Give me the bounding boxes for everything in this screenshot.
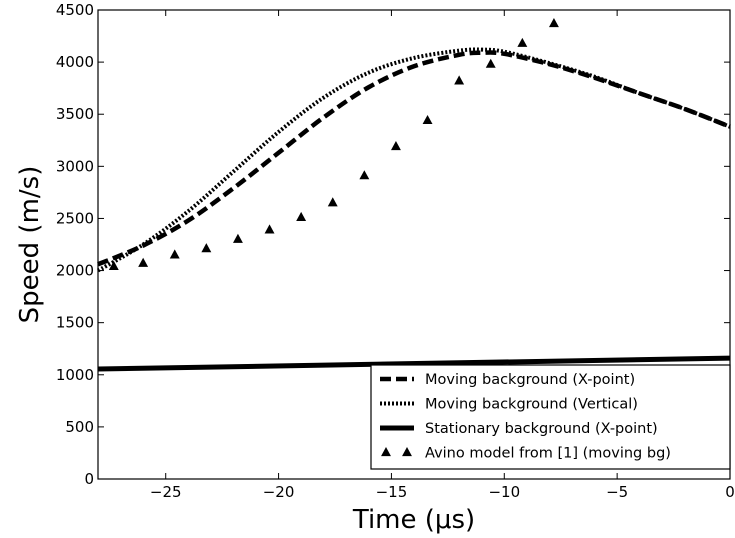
legend-label: Moving background (Vertical) bbox=[425, 397, 638, 413]
data-point-triangle bbox=[485, 58, 496, 68]
data-point-triangle bbox=[454, 75, 465, 85]
series-avino-markers bbox=[108, 18, 559, 270]
data-point-triangle bbox=[232, 233, 243, 243]
data-point-triangle bbox=[201, 243, 212, 253]
legend-label: Avino model from [1] (moving bg) bbox=[425, 446, 671, 462]
legend-marker-triangle bbox=[402, 447, 412, 457]
x-tick-label: −20 bbox=[263, 483, 295, 501]
legend-label: Moving background (X-point) bbox=[425, 372, 635, 388]
y-axis-title: Speed (m/s) bbox=[15, 166, 45, 324]
x-tick-label: −25 bbox=[150, 483, 182, 501]
series-line-1 bbox=[97, 47, 731, 273]
x-tick-label: −15 bbox=[376, 483, 408, 501]
data-point-triangle bbox=[390, 141, 401, 151]
legend-entry: Moving background (Vertical) bbox=[380, 397, 638, 413]
series-layer bbox=[97, 18, 731, 372]
data-point-triangle bbox=[169, 249, 180, 259]
data-point-triangle bbox=[108, 260, 119, 270]
data-point-triangle bbox=[327, 197, 338, 207]
y-tick-label: 2000 bbox=[56, 262, 94, 280]
x-axis-title: Time (μs) bbox=[352, 505, 475, 535]
y-tick-label: 3000 bbox=[56, 157, 94, 175]
data-point-triangle bbox=[264, 224, 275, 234]
y-tick-label: 1000 bbox=[56, 366, 94, 384]
series-line-0 bbox=[97, 50, 731, 267]
y-tick-label: 4000 bbox=[56, 53, 94, 71]
legend: Moving background (X-point) Moving backgr… bbox=[370, 364, 731, 470]
data-point-triangle bbox=[548, 18, 559, 28]
legend-entry: Avino model from [1] (moving bg) bbox=[381, 446, 671, 462]
plot-area-frame bbox=[97, 9, 731, 480]
legend-marker-triangle bbox=[381, 447, 391, 457]
legend-entry: Moving background (X-point) bbox=[380, 372, 635, 388]
x-tick-label: −5 bbox=[606, 483, 628, 501]
legend-label: Stationary background (X-point) bbox=[425, 421, 658, 437]
data-point-triangle bbox=[517, 37, 528, 47]
y-tick-label: 500 bbox=[65, 418, 94, 436]
y-tick-label: 4500 bbox=[56, 1, 94, 19]
x-tick-label: 0 bbox=[725, 483, 735, 501]
y-tick-label: 1500 bbox=[56, 314, 94, 332]
ticks-layer: −25 −20 −15 −10 −5 0 0 500 1000 1500 2000 2500 3000 3… bbox=[56, 1, 735, 501]
series-line-2 bbox=[97, 355, 731, 372]
y-tick-label: 3500 bbox=[56, 105, 94, 123]
data-point-triangle bbox=[138, 257, 149, 267]
legend-box bbox=[370, 364, 731, 470]
data-point-triangle bbox=[359, 170, 370, 180]
data-point-triangle bbox=[296, 211, 307, 221]
y-tick-label: 0 bbox=[84, 470, 94, 488]
x-tick-label: −10 bbox=[488, 483, 520, 501]
data-point-triangle bbox=[422, 114, 433, 125]
y-tick-label: 2500 bbox=[56, 209, 94, 227]
legend-entry: Stationary background (X-point) bbox=[380, 421, 658, 437]
